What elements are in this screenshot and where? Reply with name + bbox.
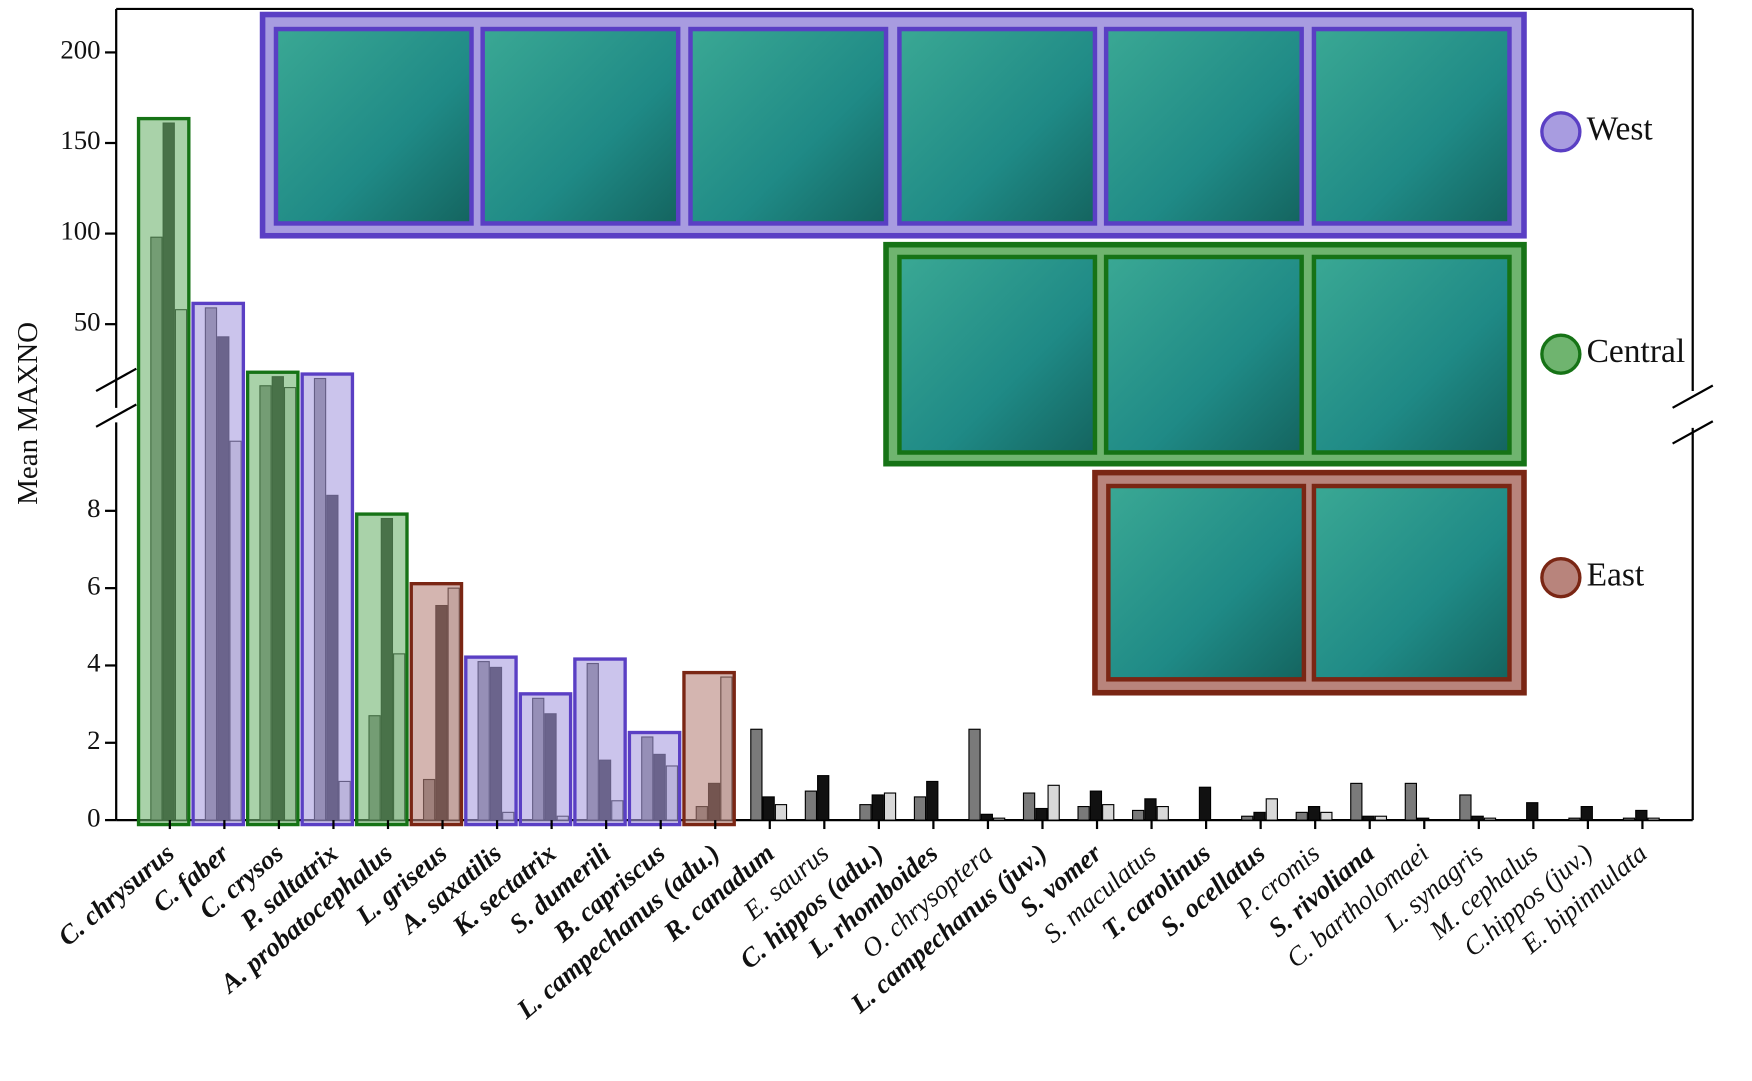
- y-tick-label: 4: [87, 648, 100, 678]
- bar: [1156, 806, 1169, 821]
- fish-photo: [1311, 26, 1512, 226]
- fish-photo: [897, 26, 1098, 226]
- bar: [926, 780, 939, 821]
- bar: [750, 728, 763, 821]
- y-tick-label: 150: [60, 125, 100, 155]
- fish-photo: [897, 254, 1098, 455]
- bar: [1265, 798, 1278, 821]
- highlight-box: [573, 657, 627, 827]
- bar: [859, 804, 872, 821]
- bar: [1022, 792, 1036, 821]
- bar: [1526, 802, 1539, 821]
- fish-photo: [273, 26, 474, 226]
- highlight-box: [300, 372, 355, 827]
- bar: [1198, 786, 1212, 821]
- bar: [1144, 798, 1157, 821]
- legend-swatch: [1540, 556, 1582, 599]
- bar: [1471, 815, 1484, 821]
- bar: [871, 794, 884, 821]
- y-tick-label: 8: [87, 493, 100, 523]
- bar: [804, 790, 818, 821]
- bar: [1568, 817, 1581, 821]
- highlight-box: [627, 730, 682, 827]
- highlight-box: [355, 512, 409, 827]
- bar: [1241, 815, 1254, 821]
- bar: [1622, 817, 1636, 821]
- fish-photo: [1106, 483, 1307, 682]
- y-tick-label: 100: [60, 216, 100, 246]
- bar: [913, 796, 927, 821]
- bar: [992, 817, 1006, 821]
- highlight-box: [245, 370, 300, 827]
- bar: [968, 728, 981, 821]
- axis-break: [1672, 384, 1714, 409]
- y-tick-label: 200: [60, 35, 100, 65]
- legend-swatch: [1540, 333, 1582, 375]
- highlight-box: [464, 655, 518, 827]
- fish-photo: [688, 26, 889, 226]
- highlight-box: [409, 582, 464, 827]
- fish-photo: [1311, 254, 1512, 455]
- legend-label: Central: [1587, 333, 1686, 370]
- bar: [980, 813, 993, 821]
- bar: [883, 792, 897, 821]
- fish-photo: [1311, 483, 1512, 682]
- highlight-box: [682, 670, 736, 827]
- legend-label: East: [1587, 556, 1645, 593]
- bar: [774, 804, 788, 821]
- bar: [1374, 815, 1388, 821]
- bar: [1132, 809, 1145, 821]
- y-tick-label: 0: [87, 802, 100, 832]
- fish-photo: [480, 26, 681, 226]
- axis-break: [1672, 420, 1714, 445]
- bar: [1320, 811, 1333, 821]
- y-tick-label: 2: [87, 725, 100, 755]
- y-axis-label: Mean MAXNO: [12, 322, 44, 505]
- bar: [1635, 809, 1648, 821]
- axis-break: [95, 367, 137, 393]
- bar: [1404, 782, 1418, 821]
- bar: [762, 796, 775, 821]
- highlight-box: [518, 692, 573, 827]
- legend-label: West: [1587, 111, 1654, 148]
- fish-photo: [1103, 26, 1304, 226]
- bar: [1102, 804, 1115, 821]
- y-tick-label: 50: [74, 306, 101, 336]
- bar: [1047, 784, 1060, 821]
- highlight-box: [136, 116, 191, 827]
- highlight-box: [191, 301, 246, 827]
- bar: [1362, 815, 1375, 821]
- bar: [1459, 794, 1472, 821]
- bar: [1077, 806, 1090, 821]
- legend-swatch: [1540, 111, 1582, 153]
- bar: [1295, 811, 1308, 821]
- fish-photo: [1103, 254, 1304, 455]
- bar: [1417, 817, 1430, 821]
- bar: [1253, 811, 1266, 821]
- bar: [817, 775, 830, 821]
- bar: [1307, 806, 1321, 821]
- bar: [1647, 817, 1660, 821]
- bar: [1089, 790, 1103, 821]
- bar: [1580, 806, 1593, 821]
- bar: [1350, 782, 1363, 821]
- bar: [1035, 807, 1048, 821]
- y-tick-label: 6: [87, 570, 100, 600]
- bar: [1483, 817, 1497, 821]
- axis-break: [95, 403, 137, 428]
